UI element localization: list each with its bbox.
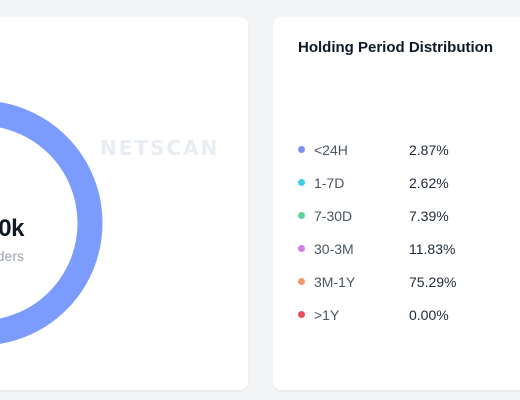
legend-percent: 2.62% xyxy=(409,174,449,191)
legend-range: >1Y xyxy=(314,306,340,323)
holding-period-legend: <24H 2.87% 1-7D 2.62% 7-30D 7.39% 30-3M … xyxy=(298,133,456,331)
legend-row-3m-1y[interactable]: 3M-1Y 75.29% xyxy=(298,265,456,298)
legend-range: 30-3M xyxy=(314,240,354,257)
total-holders-label: ders xyxy=(0,248,24,264)
legend-percent: 7.39% xyxy=(409,207,449,224)
legend-dot xyxy=(298,311,305,318)
legend-range: 1-7D xyxy=(314,174,345,191)
legend-row-1-7d[interactable]: 1-7D 2.62% xyxy=(298,166,456,199)
total-holders-value: 0k xyxy=(0,215,25,242)
legend-row-7-30d[interactable]: 7-30D 7.39% xyxy=(298,199,456,232)
legend-percent: 2.87% xyxy=(409,141,449,158)
legend-row-lt24h[interactable]: <24H 2.87% xyxy=(298,133,456,166)
netscan-watermark: NETSCAN xyxy=(100,136,220,160)
holding-period-card: Holding Period Distribution <24H 2.87% 1… xyxy=(273,17,520,390)
legend-percent: 0.00% xyxy=(409,306,449,323)
holders-summary-card: NETSCAN 0k ders xyxy=(0,17,248,390)
legend-dot xyxy=(298,245,305,252)
legend-dot xyxy=(298,146,305,153)
legend-percent: 75.29% xyxy=(409,273,457,290)
donut-ring xyxy=(0,102,103,344)
card-title: Holding Period Distribution xyxy=(298,39,493,56)
holders-donut-chart xyxy=(0,102,103,344)
legend-dot xyxy=(298,278,305,285)
legend-dot xyxy=(298,212,305,219)
legend-range: 3M-1Y xyxy=(314,273,356,290)
legend-row-gt1y[interactable]: >1Y 0.00% xyxy=(298,298,456,331)
legend-row-30-3m[interactable]: 30-3M 11.83% xyxy=(298,232,456,265)
legend-range: <24H xyxy=(314,141,348,158)
legend-dot xyxy=(298,179,305,186)
legend-range: 7-30D xyxy=(314,207,353,224)
legend-percent: 11.83% xyxy=(409,240,456,257)
